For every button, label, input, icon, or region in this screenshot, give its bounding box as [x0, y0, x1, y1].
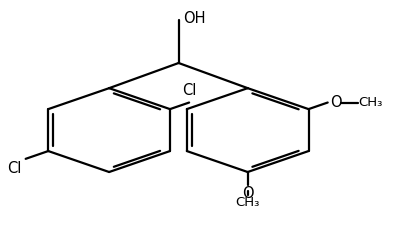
- Text: Cl: Cl: [7, 161, 22, 176]
- Text: CH₃: CH₃: [235, 196, 260, 209]
- Text: CH₃: CH₃: [359, 96, 383, 109]
- Text: O: O: [242, 186, 253, 201]
- Text: Cl: Cl: [182, 83, 196, 98]
- Text: OH: OH: [183, 11, 206, 26]
- Text: O: O: [330, 95, 341, 110]
